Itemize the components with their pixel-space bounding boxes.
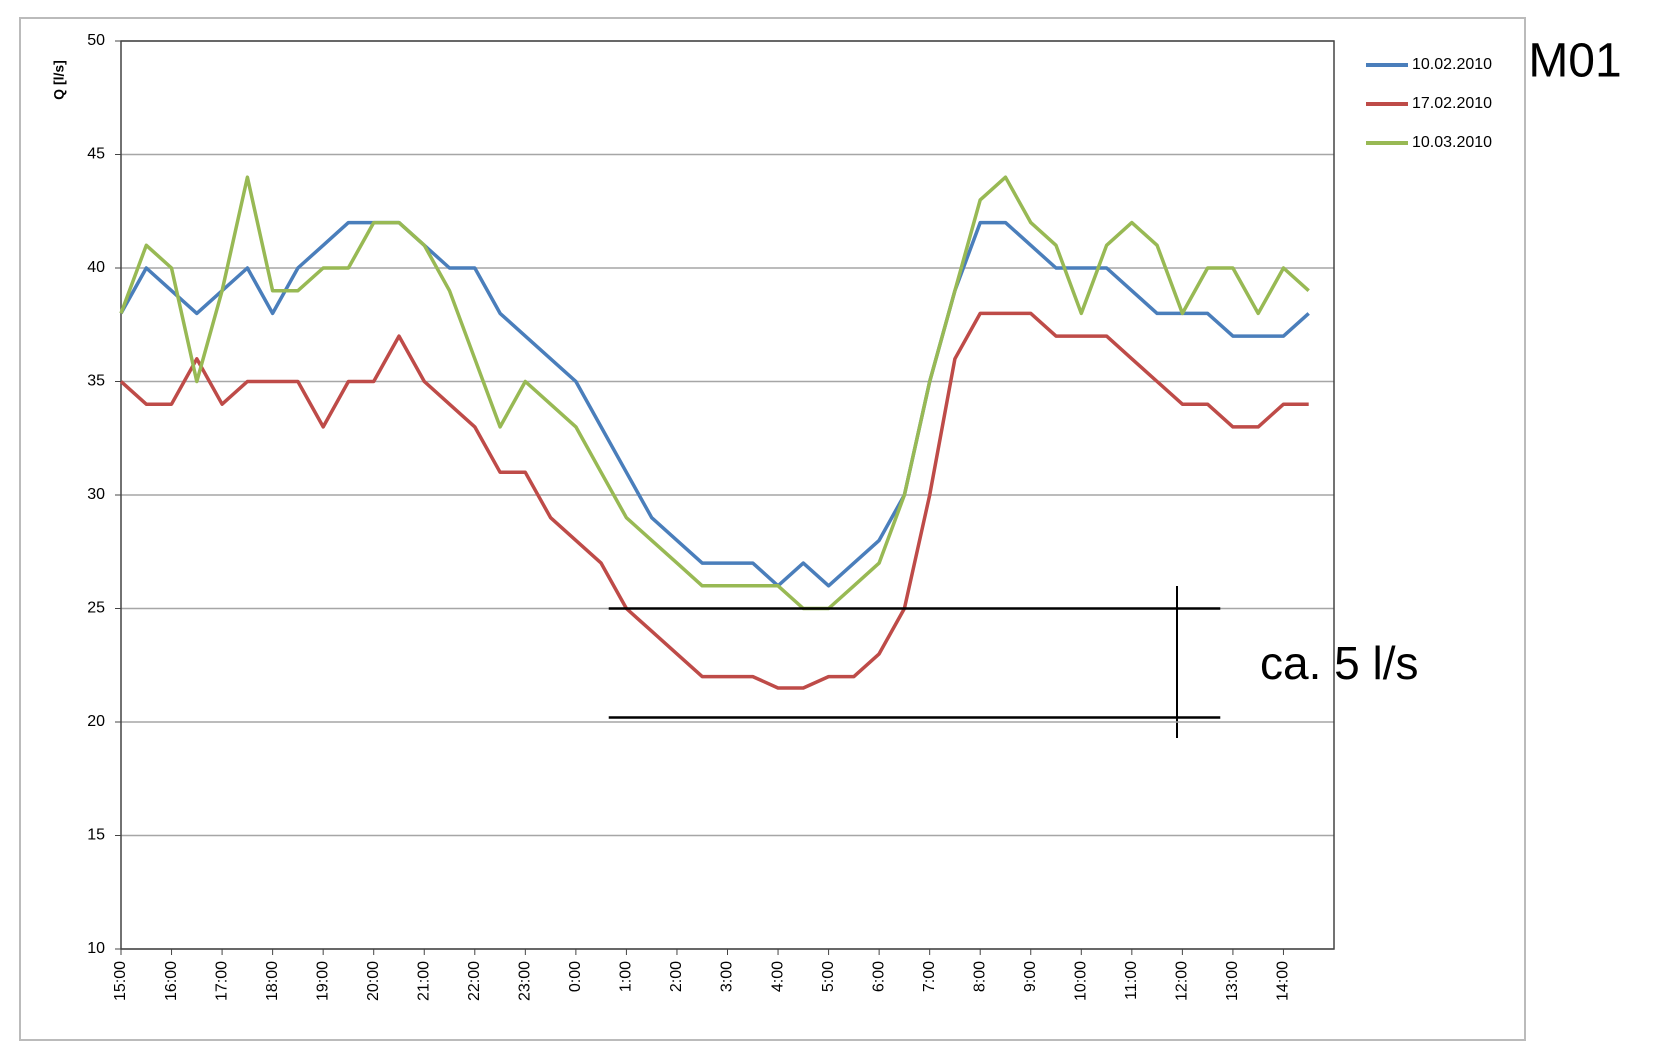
x-tick-label: 10:00 bbox=[1073, 961, 1090, 1001]
x-tick-label: 16:00 bbox=[163, 961, 180, 1001]
y-tick-label: 15 bbox=[87, 827, 105, 844]
series-line bbox=[119, 175, 1310, 611]
chart-title: M01 bbox=[1528, 35, 1621, 88]
x-tick-label: 6:00 bbox=[870, 961, 887, 992]
y-tick-label: 45 bbox=[87, 146, 105, 163]
x-tick-label: 5:00 bbox=[820, 961, 837, 992]
legend-label: 17.02.2010 bbox=[1412, 95, 1492, 112]
legend-label: 10.03.2010 bbox=[1412, 134, 1492, 151]
y-tick-label: 25 bbox=[87, 600, 105, 617]
x-tick-label: 8:00 bbox=[971, 961, 988, 992]
x-tick-label: 18:00 bbox=[264, 961, 281, 1001]
annotation: ca. 5 l/s bbox=[1260, 637, 1419, 689]
x-tick-label: 13:00 bbox=[1224, 961, 1241, 1001]
x-tick-label: 2:00 bbox=[668, 961, 685, 992]
legend-label: 10.02.2010 bbox=[1412, 56, 1492, 73]
x-tick-label: 15:00 bbox=[112, 961, 129, 1001]
x-tick-label: 19:00 bbox=[314, 961, 331, 1001]
x-tick-label: 23:00 bbox=[517, 961, 534, 1001]
x-tick-label: 1:00 bbox=[618, 961, 635, 992]
x-tick-label: 22:00 bbox=[466, 961, 483, 1001]
y-tick-label: 40 bbox=[87, 259, 105, 276]
y-tick-label: 20 bbox=[87, 713, 105, 730]
x-tick-label: 12:00 bbox=[1174, 961, 1191, 1001]
series-line bbox=[119, 311, 1309, 690]
series-line bbox=[119, 220, 1310, 588]
x-tick-label: 20:00 bbox=[365, 961, 382, 1001]
x-tick-label: 9:00 bbox=[1022, 961, 1039, 992]
x-tick-label: 11:00 bbox=[1123, 961, 1140, 1000]
x-tick-label: 7:00 bbox=[921, 961, 938, 992]
x-tick-label: 21:00 bbox=[415, 961, 432, 1001]
x-tick-label: 17:00 bbox=[213, 961, 230, 1001]
y-tick-label: 30 bbox=[87, 486, 105, 503]
x-tick-label: 0:00 bbox=[567, 961, 584, 992]
x-tick-label: 14:00 bbox=[1275, 961, 1292, 1001]
chart-frame bbox=[19, 17, 1526, 1041]
y-tick-label: 50 bbox=[87, 32, 105, 49]
x-tick-label: 4:00 bbox=[769, 961, 786, 992]
y-tick-label: 35 bbox=[87, 373, 105, 390]
y-axis-label: Q [l/s] bbox=[51, 60, 67, 100]
y-tick-label: 10 bbox=[87, 940, 105, 957]
x-tick-label: 3:00 bbox=[719, 961, 736, 992]
